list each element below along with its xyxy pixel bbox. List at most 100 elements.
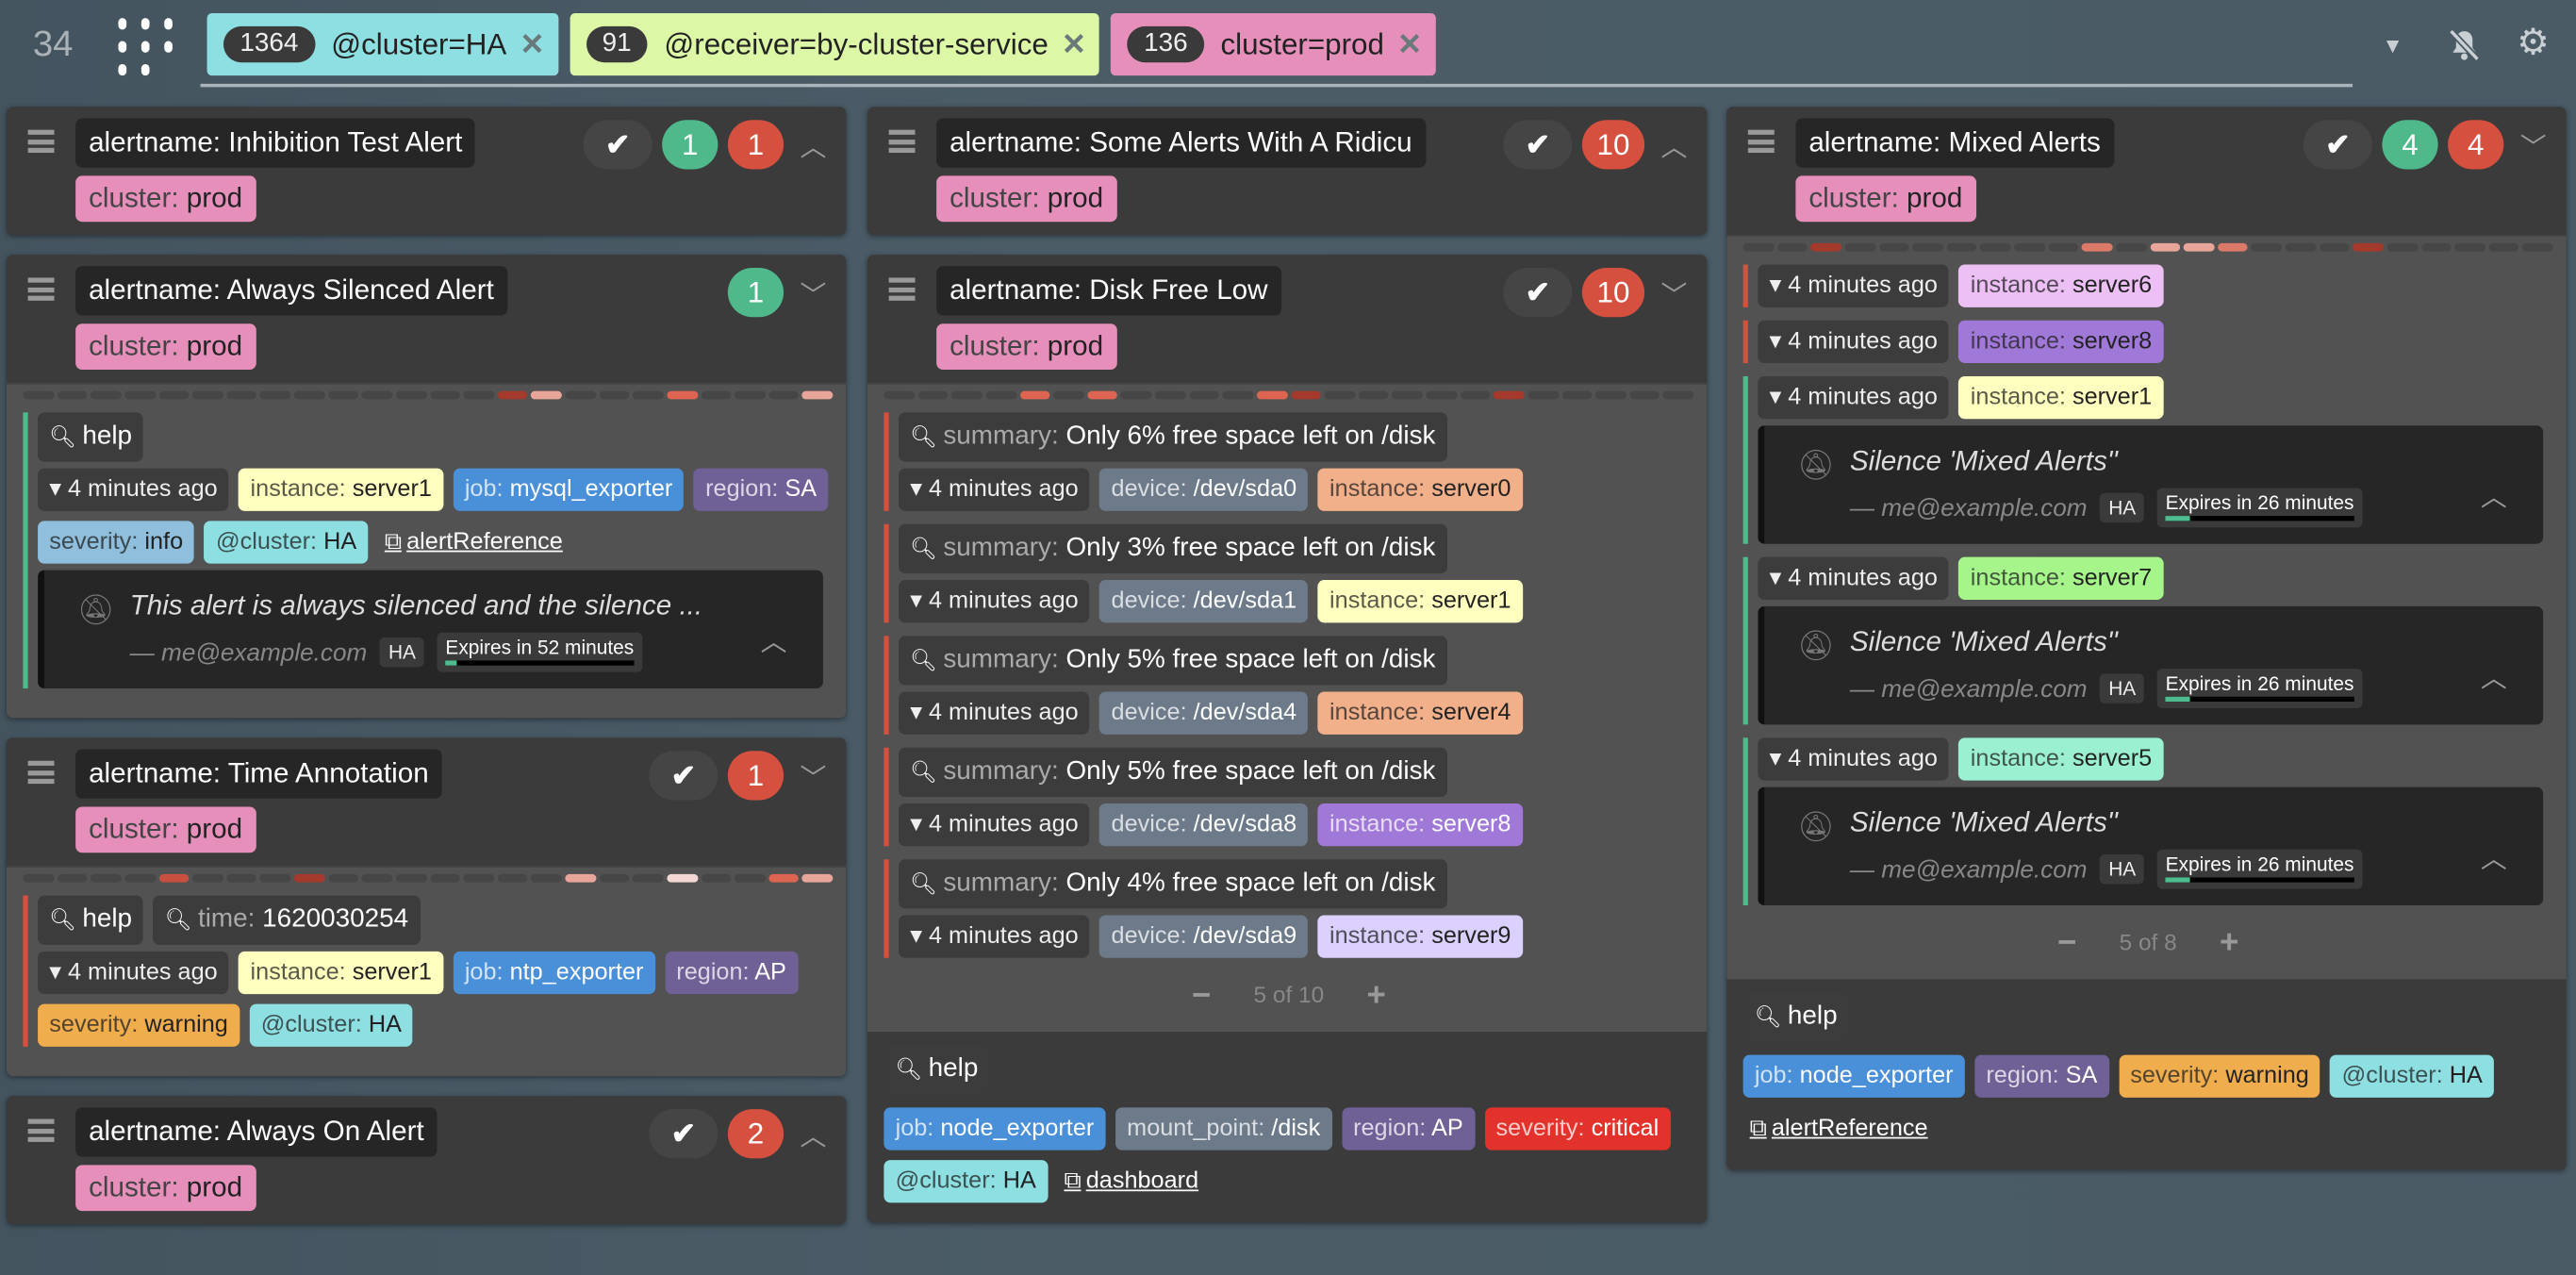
annotation[interactable]: 🔍︎ time: 1620030254	[153, 895, 421, 945]
timeline-segment[interactable]	[1188, 390, 1220, 400]
bell-slash-icon[interactable]	[2446, 26, 2482, 71]
timeline-segment[interactable]	[497, 873, 528, 883]
timeline-segment[interactable]	[633, 390, 664, 400]
grid-menu-icon[interactable]	[118, 18, 180, 77]
timeline-segment[interactable]	[2285, 242, 2317, 252]
timeline-segment[interactable]	[2420, 242, 2452, 252]
timeline-segment[interactable]	[2014, 242, 2045, 252]
zoom-out-icon[interactable]: 🔍︎	[910, 536, 944, 561]
timeline-segment[interactable]	[1810, 242, 1841, 252]
timeline-segment[interactable]	[23, 873, 54, 883]
chevron-down-icon[interactable]: ﹀	[2519, 134, 2547, 163]
silenced-count-badge[interactable]: 1	[727, 268, 784, 318]
link-dashboard[interactable]: ⧉ dashboard	[1057, 1160, 1205, 1202]
label-ha[interactable]: @cluster: HA	[249, 1003, 414, 1047]
alert-time-toggle[interactable]: ▾ 4 minutes ago	[899, 803, 1090, 847]
alert-time-toggle[interactable]: ▾ 4 minutes ago	[1758, 375, 1950, 420]
zoom-out-icon[interactable]: 🔍︎	[910, 647, 944, 672]
annotation[interactable]: 🔍︎ summary: Only 5% free space left on /…	[899, 747, 1447, 798]
alert-time-toggle[interactable]: ▾ 4 minutes ago	[1758, 264, 1950, 307]
chevron-up-icon[interactable]: ︿	[800, 134, 827, 163]
timeline-segment[interactable]	[1290, 390, 1322, 400]
timeline-segment[interactable]	[2386, 242, 2418, 252]
zoom-out-icon[interactable]: 🔍︎	[910, 423, 944, 449]
timeline-segment[interactable]	[565, 873, 596, 883]
timeline-segment[interactable]	[531, 390, 562, 400]
alert-time-toggle[interactable]: ▾ 4 minutes ago	[1758, 320, 1950, 364]
alertname-label[interactable]: alertname: Some Alerts With A Ridicu	[936, 118, 1426, 168]
timeline-segment[interactable]	[917, 390, 949, 400]
timeline-segment[interactable]	[1358, 390, 1389, 400]
group-label-cluster[interactable]: cluster: prod	[1795, 175, 1976, 223]
acknowledge-button[interactable]: ✔	[2303, 120, 2372, 170]
timeline-segment[interactable]	[361, 873, 393, 883]
timeline-segment[interactable]	[395, 873, 427, 883]
label-server1[interactable]: instance: server1	[239, 468, 444, 511]
label-warning[interactable]: severity: warning	[38, 1003, 240, 1047]
alert-time-toggle[interactable]: ▾ 4 minutes ago	[1758, 737, 1950, 781]
label-devsda8[interactable]: device: /dev/sda8	[1099, 803, 1309, 847]
timeline-segment[interactable]	[429, 873, 461, 883]
timeline-segment[interactable]	[158, 390, 190, 400]
timeline-segment[interactable]	[226, 873, 257, 883]
timeline-segment[interactable]	[1120, 390, 1152, 400]
acknowledge-button[interactable]: ✔	[1503, 268, 1573, 318]
timeline-segment[interactable]	[1628, 390, 1660, 400]
alertname-label[interactable]: alertname: Time Annotation	[75, 749, 442, 799]
timeline-segment[interactable]	[1053, 390, 1084, 400]
label-sa[interactable]: region: SA	[693, 468, 829, 511]
drag-handle-icon[interactable]	[888, 277, 916, 301]
active-count-badge[interactable]: 10	[1581, 120, 1645, 170]
timeline-segment[interactable]	[735, 873, 766, 883]
active-count-badge[interactable]: 1	[727, 120, 784, 170]
timeline-segment[interactable]	[1426, 390, 1457, 400]
label-server1[interactable]: instance: server1	[239, 951, 444, 995]
annotation[interactable]: 🔍︎ help	[1742, 992, 1849, 1042]
silence-box[interactable]: 🔕︎ Silence 'Mixed Alerts'' — me@example.co…	[1758, 425, 2544, 544]
alertname-label[interactable]: alertname: Always On Alert	[75, 1107, 438, 1157]
timeline-segment[interactable]	[1776, 242, 1808, 252]
alert-time-toggle[interactable]: ▾ 4 minutes ago	[899, 580, 1090, 623]
label-server7[interactable]: instance: server7	[1958, 556, 2164, 600]
label-info[interactable]: severity: info	[38, 521, 195, 564]
annotation[interactable]: 🔍︎ help	[38, 412, 144, 462]
group-label-cluster[interactable]: cluster: prod	[936, 323, 1117, 371]
silenced-count-badge[interactable]: 1	[662, 120, 718, 170]
zoom-in-icon[interactable]: 🔍︎	[895, 1056, 929, 1082]
timeline-segment[interactable]	[599, 390, 630, 400]
timeline-segment[interactable]	[91, 873, 122, 883]
gear-icon[interactable]: ⚙	[2517, 21, 2550, 63]
alert-time-toggle[interactable]: ▾ 4 minutes ago	[38, 468, 229, 511]
timeline-segment[interactable]	[2488, 242, 2519, 252]
timeline-segment[interactable]	[2149, 242, 2181, 252]
timeline-segment[interactable]	[2115, 242, 2147, 252]
timeline-segment[interactable]	[768, 873, 800, 883]
timeline-segment[interactable]	[2183, 242, 2215, 252]
remove-filter-icon[interactable]: ✕	[1061, 26, 1087, 60]
label-critical[interactable]: severity: critical	[1484, 1107, 1671, 1151]
filter-chip[interactable]: 91 @receiver=by-cluster-service ✕	[569, 12, 1100, 76]
timeline-segment[interactable]	[2251, 242, 2283, 252]
alert-time-toggle[interactable]: ▾ 4 minutes ago	[899, 691, 1090, 735]
label-server8[interactable]: instance: server8	[1317, 803, 1523, 847]
label-server8[interactable]: instance: server8	[1958, 320, 2164, 364]
label-server1[interactable]: instance: server1	[1958, 375, 2164, 420]
timeline-segment[interactable]	[801, 390, 834, 400]
zoom-in-icon[interactable]: 🔍︎	[49, 906, 83, 932]
timeline-segment[interactable]	[2522, 242, 2553, 252]
label-nodeexporter[interactable]: job: node_exporter	[883, 1107, 1106, 1151]
timeline-segment[interactable]	[735, 390, 766, 400]
label-devsda4[interactable]: device: /dev/sda4	[1099, 691, 1309, 735]
timeline-segment[interactable]	[327, 873, 359, 883]
group-label-cluster[interactable]: cluster: prod	[75, 323, 256, 371]
timeline-segment[interactable]	[1561, 390, 1593, 400]
timeline-segment[interactable]	[192, 390, 223, 400]
zoom-out-icon[interactable]: 🔍︎	[910, 758, 944, 785]
timeline-segment[interactable]	[599, 873, 630, 883]
silence-box[interactable]: 🔕︎ This alert is always silenced and the …	[38, 570, 823, 689]
timeline-segment[interactable]	[2454, 242, 2485, 252]
next-page-button[interactable]: +	[1366, 977, 1386, 1015]
alert-time-toggle[interactable]: ▾ 4 minutes ago	[38, 951, 229, 995]
alert-time-toggle[interactable]: ▾ 4 minutes ago	[899, 915, 1090, 958]
label-nodeexporter[interactable]: job: node_exporter	[1742, 1054, 1965, 1098]
